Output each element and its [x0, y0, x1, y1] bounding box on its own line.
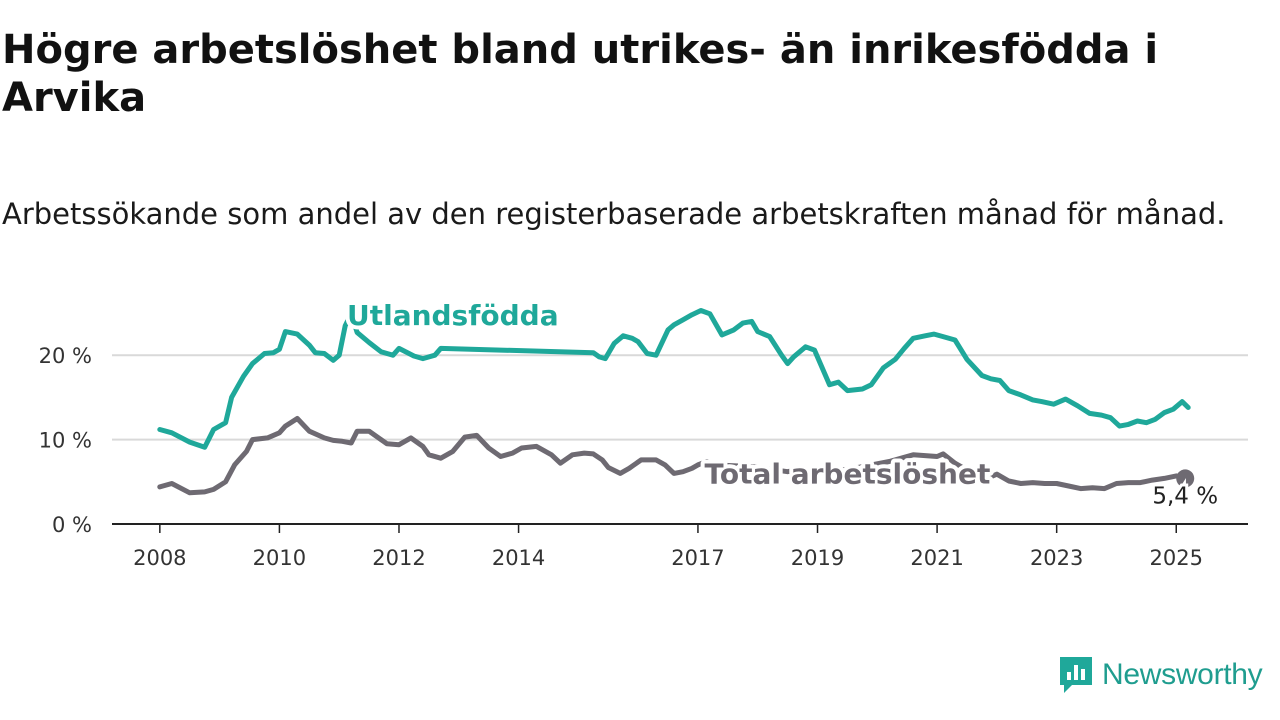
- last-value-label: 5,4 %: [1152, 484, 1218, 510]
- page-subtitle: Arbetssökande som andel av den registerb…: [2, 197, 1226, 231]
- x-tick-label: 2019: [791, 546, 844, 570]
- bar-chart-chat-icon: [1060, 657, 1092, 693]
- x-tick-label: 2017: [671, 546, 724, 570]
- x-tick-label: 2023: [1030, 546, 1083, 570]
- newsworthy-logo: Newsworthy: [1058, 655, 1263, 695]
- series-label-total: Total arbetslöshet: [704, 457, 990, 490]
- last-value-marker: [1176, 469, 1195, 488]
- axis-layer: 0 % 10 % 20 % 2008 2010 2012 2014 2017 2019 2021 2…: [39, 344, 1248, 570]
- logo-text: Newsworthy: [1102, 658, 1263, 691]
- line-chart: 0 % 10 % 20 % 2008 2010 2012 2014 2017 2019 2021 2…: [38, 295, 1248, 570]
- grid-layer: [112, 354, 1248, 441]
- series-label-utlandsfodda: Utlandsfödda: [347, 299, 559, 332]
- x-tick-label: 2012: [372, 546, 425, 570]
- x-tick-label: 2021: [910, 546, 963, 570]
- x-tick-label: 2008: [133, 546, 186, 570]
- series-line-total: [157, 416, 1188, 496]
- y-tick-label: 20 %: [39, 344, 92, 368]
- page-title: Högre arbetslöshet bland utrikes- än inr…: [2, 27, 1159, 121]
- series-layer: [157, 308, 1195, 496]
- annotation-layer: Utlandsfödda Total arbetslöshet 5,4 %: [343, 295, 1221, 513]
- y-tick-label: 10 %: [39, 429, 92, 453]
- x-tick-label: 2010: [253, 546, 306, 570]
- x-tick-label: 2025: [1150, 546, 1203, 570]
- x-tick-label: 2014: [492, 546, 545, 570]
- y-tick-label: 0 %: [52, 513, 92, 537]
- series-line-utlandsfodda: [157, 308, 1191, 450]
